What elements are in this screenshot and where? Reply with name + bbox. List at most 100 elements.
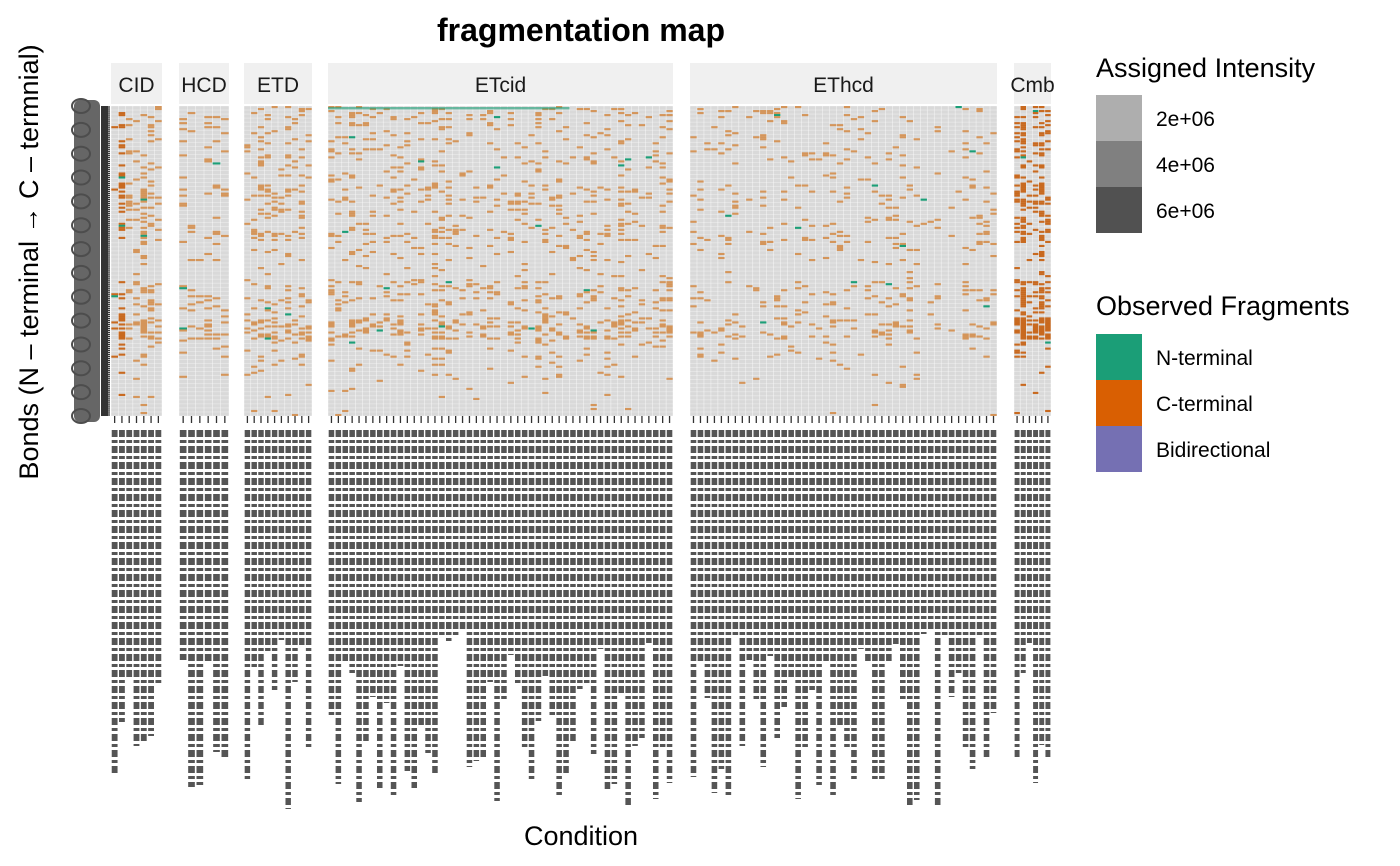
heatmap-cell	[335, 116, 342, 119]
heatmap-cell	[885, 236, 893, 239]
heatmap-cell	[278, 232, 285, 235]
heatmap-cell	[704, 329, 711, 332]
heatmap-cell	[652, 142, 659, 145]
heatmap-cell	[507, 232, 514, 235]
heatmap-cell	[285, 289, 292, 292]
heatmap-cell	[843, 319, 851, 322]
heatmap-cell	[562, 337, 570, 340]
heatmap-cell	[187, 130, 196, 133]
heatmap-cell	[549, 198, 556, 201]
legend-intensity-key-2	[1096, 141, 1142, 187]
heatmap-cell	[335, 178, 342, 181]
heatmap-cell	[774, 140, 781, 143]
heatmap-cell	[697, 291, 704, 294]
heatmap-cell	[822, 315, 830, 318]
heatmap-cell	[500, 230, 508, 233]
heatmap-cell	[418, 327, 425, 330]
heatmap-cell	[305, 335, 312, 338]
heatmap-cell	[1020, 337, 1027, 340]
heatmap-cell	[342, 301, 349, 304]
heatmap-cell	[257, 321, 265, 324]
heatmap-cell	[195, 337, 204, 340]
heatmap-cell	[1032, 335, 1039, 338]
heatmap-cell	[1038, 182, 1045, 185]
heatmap-cell	[383, 353, 390, 356]
heatmap-cell	[257, 267, 265, 270]
heatmap-cell	[328, 198, 335, 201]
heatmap-cell	[857, 178, 865, 181]
heatmap-cell	[1045, 347, 1051, 350]
heatmap-cell	[913, 377, 920, 380]
heatmap-cell	[962, 337, 969, 340]
heatmap-cell	[652, 160, 659, 163]
legend-intensity-label-1: 2e+06	[1156, 108, 1215, 131]
heatmap-cell	[801, 218, 809, 221]
heatmap-cell	[349, 116, 356, 119]
heatmap-cell	[487, 124, 494, 127]
heatmap-cell	[1020, 116, 1027, 119]
heatmap-cell	[542, 238, 549, 241]
y-tick-label	[71, 360, 91, 377]
heatmap-cell	[535, 126, 542, 129]
heatmap-cell	[418, 246, 425, 250]
heatmap-cell	[431, 230, 439, 233]
heatmap-cell	[493, 252, 501, 256]
heatmap-cell	[549, 204, 556, 207]
heatmap-cell	[1020, 238, 1027, 241]
heatmap-cell	[147, 301, 155, 304]
heatmap-cell	[542, 313, 549, 316]
facet-panel-etd: ETD	[244, 63, 312, 416]
heatmap-cell	[179, 339, 188, 342]
heatmap-cell	[528, 327, 535, 330]
heatmap-cell	[732, 106, 739, 109]
heatmap-cell	[349, 387, 356, 390]
heatmap-cell	[781, 323, 788, 326]
heatmap-cell	[1020, 126, 1027, 129]
heatmap-cell	[1020, 184, 1027, 187]
heatmap-cell	[1014, 216, 1020, 219]
heatmap-cell	[732, 200, 739, 203]
heatmap-cell	[990, 132, 997, 135]
heatmap-cell	[376, 329, 383, 332]
heatmap-cell	[445, 258, 452, 262]
heatmap-cell	[652, 327, 659, 330]
heatmap-cell	[355, 124, 363, 127]
heatmap-cell	[431, 311, 439, 314]
facet-panel-etcid: ETcid	[328, 63, 673, 416]
heatmap-cell	[899, 134, 906, 137]
y-tick-label	[71, 241, 91, 258]
heatmap-cell	[1020, 325, 1027, 328]
heatmap-cell	[604, 393, 611, 396]
heatmap-cell	[704, 142, 711, 145]
heatmap-cell	[850, 285, 858, 288]
heatmap-cell	[147, 126, 155, 129]
heatmap-cell	[342, 188, 349, 191]
heatmap-cell	[140, 355, 148, 358]
heatmap-cell	[808, 335, 816, 338]
heatmap-cell	[1038, 154, 1045, 157]
heatmap-cell	[618, 343, 625, 346]
heatmap-cell	[913, 351, 920, 354]
heatmap-cell	[1038, 210, 1045, 213]
heatmap-cell	[659, 230, 666, 233]
heatmap-cell	[611, 275, 618, 278]
heatmap-cell	[298, 355, 305, 358]
heatmap-cell	[892, 287, 900, 290]
heatmap-cell	[514, 192, 521, 195]
heatmap-cell	[349, 299, 356, 302]
heatmap-cell	[328, 148, 335, 151]
facet-strip-label-etd: ETD	[257, 74, 299, 97]
heatmap-cell	[1020, 186, 1027, 189]
heatmap-cell	[257, 162, 265, 165]
heatmap-cell	[140, 198, 148, 201]
heatmap-cell	[892, 246, 900, 250]
heatmap-cell	[397, 208, 404, 211]
heatmap-cell	[507, 349, 514, 352]
heatmap-cell	[878, 301, 886, 304]
heatmap-cell	[1038, 252, 1045, 256]
heatmap-cell	[781, 156, 788, 159]
heatmap-cell	[118, 343, 126, 346]
heatmap-cell	[583, 301, 590, 304]
heatmap-cell	[549, 329, 556, 332]
heatmap-cell	[732, 337, 739, 340]
